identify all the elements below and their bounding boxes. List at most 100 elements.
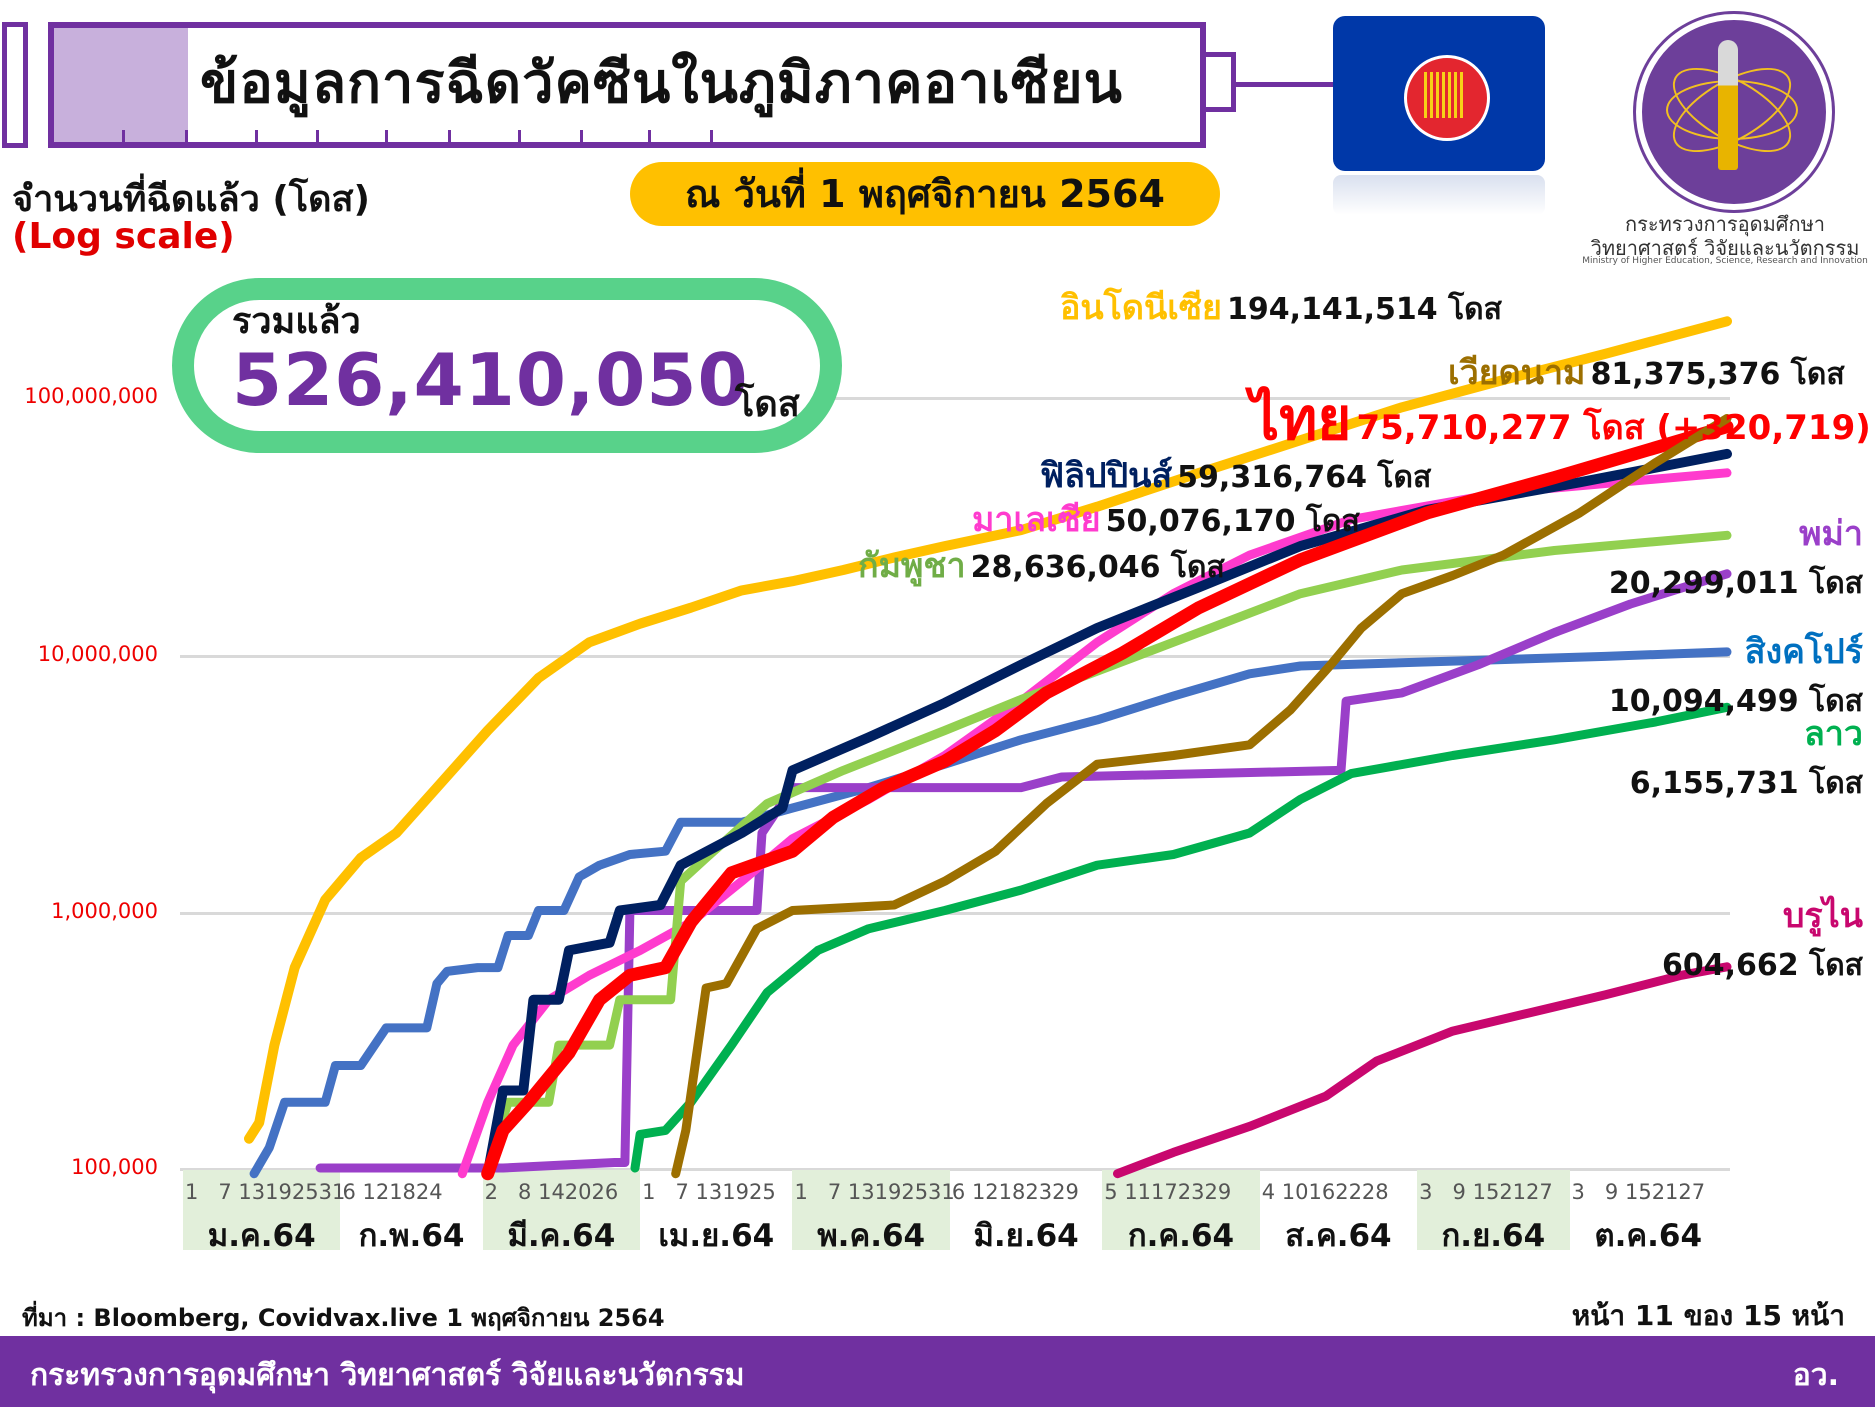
- day-ticks: 1 7 13192531: [185, 1180, 346, 1204]
- total-label: รวมแล้ว: [232, 301, 361, 342]
- label-myanmar: พม่า 20,299,011 โดส: [1609, 506, 1863, 607]
- month-label: พ.ค.64: [817, 1218, 926, 1254]
- total-unit: โดส: [735, 384, 800, 425]
- syringe-tick: [385, 130, 388, 148]
- day-ticks: 3 9 152127: [1419, 1180, 1553, 1204]
- syringe-tick: [185, 130, 188, 148]
- label-thailand: ไทย 75,710,277 โดส (+320,719): [1250, 372, 1871, 465]
- series-name: อินโดนีเซีย: [1060, 288, 1222, 328]
- torch-icon: [1718, 40, 1738, 170]
- series-value: 10,094,499 โดส: [1608, 684, 1863, 719]
- footer-bar: [0, 1336, 1875, 1407]
- series-name: ฟิลิปปินส์: [1040, 456, 1173, 496]
- series-name: สิงคโปร์: [1744, 632, 1863, 672]
- month-label: ต.ค.64: [1594, 1218, 1703, 1254]
- syringe-tip: [1206, 52, 1236, 112]
- series-name: พม่า: [1799, 514, 1863, 554]
- series-line: [671, 414, 1732, 1179]
- series-line: [483, 530, 1732, 1173]
- rice-stalks-icon: [1424, 72, 1464, 118]
- series-value: 20,299,011 โดส: [1608, 566, 1863, 601]
- month-band: [482, 1170, 641, 1250]
- month-band: [1417, 1170, 1570, 1250]
- footer-org-short: อว.: [1792, 1358, 1839, 1393]
- series-name: บรูไน: [1782, 896, 1863, 936]
- source-note: ที่มา : Bloomberg, Covidvax.live 1 พฤศจิ…: [22, 1304, 665, 1332]
- series-value: 81,375,376 โดส: [1590, 357, 1845, 392]
- series-value: 50,076,170 โดส: [1105, 504, 1360, 539]
- total-box: [172, 278, 842, 453]
- day-ticks: 1 7 131925: [642, 1180, 776, 1204]
- series-line: [482, 448, 1732, 1179]
- series-line: [244, 316, 1732, 1144]
- series-name: ไทย: [1250, 385, 1352, 453]
- month-band: [792, 1170, 950, 1250]
- series-line: [481, 420, 1734, 1181]
- gridline: [180, 655, 1730, 658]
- y-tick-label: 10,000,000: [37, 642, 158, 666]
- syringe-needle: [1236, 82, 1336, 87]
- month-label: เม.ย.64: [658, 1218, 775, 1254]
- day-ticks: 6 12182329: [951, 1180, 1079, 1204]
- label-laos: ลาว 6,155,731 โดส: [1630, 706, 1863, 807]
- label-malaysia: มาเลเซีย 50,076,170 โดส: [972, 492, 1360, 546]
- series-name: กัมพูชา: [858, 546, 966, 586]
- page-title: ข้อมูลการฉีดวัคซีนในภูมิภาคอาเซียน: [200, 51, 1123, 116]
- label-cambodia: กัมพูชา 28,636,046 โดส: [858, 538, 1225, 592]
- y-tick-label: 1,000,000: [51, 899, 158, 923]
- asean-emblem-icon: [1404, 55, 1490, 141]
- series-value: 75,710,277 โดส (+320,719): [1356, 408, 1871, 448]
- x-axis-line: [180, 1168, 1730, 1171]
- series-name: มาเลเซีย: [972, 500, 1101, 540]
- series-name: ลาว: [1803, 714, 1863, 754]
- month-label: ก.ย.64: [1441, 1218, 1546, 1254]
- series-name: เวียดนาม: [1448, 353, 1586, 393]
- day-ticks: 3 9 152127: [1571, 1180, 1706, 1204]
- syringe-tick: [710, 130, 713, 148]
- syringe-tick: [448, 130, 451, 148]
- footer-org: กระทรวงการอุดมศึกษา วิทยาศาสตร์ วิจัยและ…: [30, 1358, 745, 1393]
- series-line: [249, 647, 1732, 1179]
- syringe-fill: [54, 28, 188, 142]
- syringe-tick: [648, 130, 651, 148]
- series-value: 6,155,731 โดส: [1629, 766, 1863, 801]
- ministry-name-th-1: กระทรวงการอุดมศึกษา: [1625, 212, 1825, 236]
- day-ticks: 4 10162228: [1261, 1180, 1389, 1204]
- label-philippines: ฟิลิปปินส์ 59,316,764 โดส: [1040, 448, 1431, 502]
- syringe-tick: [122, 130, 125, 148]
- series-line: [315, 569, 1732, 1173]
- label-vietnam: เวียดนาม 81,375,376 โดส: [1448, 345, 1845, 399]
- day-ticks: 6 121824: [342, 1180, 443, 1204]
- series-value: 28,636,046 โดส: [970, 550, 1225, 585]
- day-ticks: 2 8 142026: [484, 1180, 619, 1204]
- y-tick-label: 100,000,000: [24, 384, 158, 408]
- gridline: [180, 912, 1730, 915]
- syringe-tick: [518, 130, 521, 148]
- page-indicator: หน้า 11 ของ 15 หน้า: [1571, 1299, 1845, 1332]
- ministry-name-th-2: วิทยาศาสตร์ วิจัยและนวัตกรรม: [1590, 236, 1860, 260]
- syringe-body: [48, 22, 1206, 148]
- day-ticks: 5 11172329: [1104, 1180, 1232, 1204]
- series-line: [1113, 962, 1732, 1179]
- syringe-tick: [316, 130, 319, 148]
- label-indonesia: อินโดนีเซีย 194,141,514 โดส: [1060, 280, 1502, 334]
- month-label: ส.ค.64: [1285, 1218, 1392, 1254]
- flag-reflection: [1333, 175, 1545, 215]
- month-band: [1102, 1170, 1260, 1250]
- month-label: ก.ค.64: [1127, 1218, 1235, 1254]
- series-value: 604,662 โดส: [1662, 948, 1863, 983]
- month-label: ม.ค.64: [207, 1218, 316, 1254]
- day-ticks: 1 7 13192531: [794, 1180, 955, 1204]
- date-badge: ณ วันที่ 1 พฤศจิกายน 2564: [630, 162, 1220, 226]
- syringe-tick: [580, 130, 583, 148]
- month-label: ก.พ.64: [358, 1218, 465, 1254]
- label-brunei: บรูไน 604,662 โดส: [1662, 888, 1863, 989]
- month-label: มิ.ย.64: [973, 1218, 1079, 1254]
- ministry-name-en: Ministry of Higher Education, Science, R…: [1582, 256, 1868, 266]
- gridline: [180, 397, 1730, 400]
- y-axis-label: จำนวนที่ฉีดแล้ว (โดส): [12, 179, 370, 220]
- label-singapore: สิงคโปร์ 10,094,499 โดส: [1609, 624, 1863, 725]
- month-band: [183, 1170, 341, 1250]
- syringe-tick: [255, 130, 258, 148]
